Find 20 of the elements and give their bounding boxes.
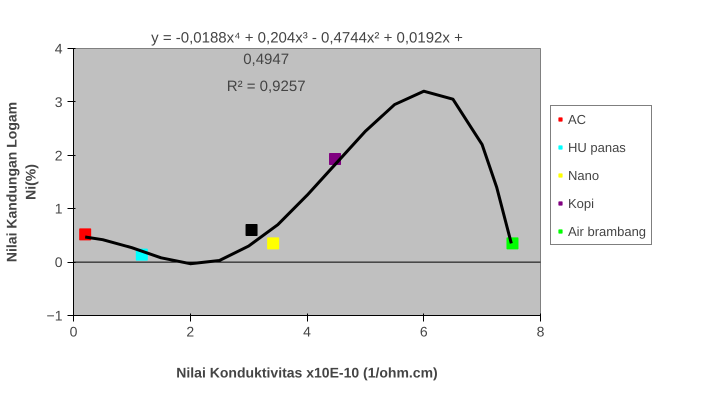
y-tick-label: 2 <box>54 147 63 164</box>
legend-label: HU panas <box>568 139 626 155</box>
legend-label: Air brambang <box>568 223 646 239</box>
y-tick-label: 1 <box>54 200 63 217</box>
legend-label: AC <box>568 111 588 127</box>
y-tick-label: 0 <box>54 254 63 270</box>
x-tick-label: 8 <box>536 324 545 340</box>
legend-label: Nano <box>568 167 600 183</box>
annotation: y = -0,0188x⁴ + 0,204x³ - 0,4744x² + 0,0192x + 0,4947 <box>151 30 464 68</box>
x-tick-label: 0 <box>70 324 78 340</box>
y-tick-label: 4 <box>54 40 63 56</box>
legend-label: Kopi <box>568 195 594 211</box>
annotation: R² = 0,9257 <box>226 78 306 95</box>
y-tick-label: −1 <box>46 308 63 324</box>
x-tick-label: 6 <box>420 324 428 340</box>
x-tick-label: 4 <box>303 324 312 340</box>
y-axis-title: Nilai Kandungan Logam Ni(%) <box>3 102 39 262</box>
y-tick-label: 3 <box>54 94 63 110</box>
x-axis-title: Nilai Konduktivitas x10E-10 (1/ohm.cm) <box>176 364 438 380</box>
x-tick-label: 2 <box>186 324 194 340</box>
